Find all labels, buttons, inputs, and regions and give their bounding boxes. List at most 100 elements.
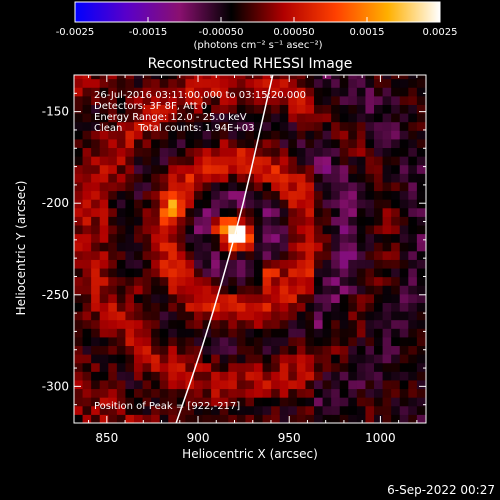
heatmap-cell [356,75,366,80]
heatmap-cell [185,397,195,407]
heatmap-cell [108,328,118,338]
heatmap-cell [408,75,418,80]
heatmap-cell [382,78,392,88]
heatmap-cell [159,414,169,423]
heatmap-cell [245,78,255,88]
heatmap-cell [228,397,238,407]
heatmap-cell [74,328,84,338]
heatmap-cell [236,104,246,114]
heatmap-cell [99,388,109,398]
heatmap-cell [331,379,341,390]
heatmap-cell [314,268,324,278]
heatmap-cell [305,285,315,295]
heatmap-cell [399,354,409,364]
heatmap-cell [305,130,315,140]
heatmap-cell [125,147,135,157]
heatmap-cell [108,121,118,131]
heatmap-cell [159,250,169,260]
heatmap-cell [314,130,324,140]
heatmap-cell [254,319,264,329]
heatmap-cell [228,405,238,415]
heatmap-cell [168,75,178,80]
heatmap-cell [356,233,366,243]
heatmap-cell [356,138,366,149]
heatmap-cell [408,405,418,415]
heatmap-cell [142,293,152,303]
heatmap-cell [382,319,392,329]
heatmap-cell [365,164,375,174]
heatmap-cell [331,311,341,321]
heatmap-cell [288,388,298,398]
heatmap-cell [91,104,101,114]
heatmap-cell [134,147,144,157]
heatmap-cell [194,113,204,123]
heatmap-cell [356,207,366,217]
heatmap-cell [74,104,84,114]
heatmap-cell [314,397,324,407]
heatmap-cell [211,379,221,390]
heatmap-cell [314,293,324,303]
heatmap-cell [408,113,418,123]
heatmap-cell [254,173,264,183]
heatmap-cell [176,302,186,312]
heatmap-cell [399,397,409,407]
heatmap-cell [99,259,109,269]
heatmap-cell [82,319,92,329]
heatmap-cell [82,78,92,88]
heatmap-cell [322,173,332,183]
heatmap-cell [382,130,392,140]
heatmap-cell [202,78,212,88]
colorbar-ticks: -0.0025 -0.0015 -0.00050 0.00050 0.0015 0.002… [56,17,458,38]
heatmap-cell [348,104,358,114]
heatmap-cell [262,75,272,80]
heatmap-cell [142,242,152,252]
heatmap-cell [348,397,358,407]
heatmap-cell [176,199,186,209]
heatmap-cell [108,164,118,174]
heatmap-cell [151,78,161,88]
heatmap-cell [391,190,401,200]
heatmap-cell [331,95,341,105]
heatmap-cell [339,199,349,209]
y-tick-label: -200 [42,196,69,210]
heatmap-cell [408,95,418,105]
heatmap-cell [408,259,418,269]
heatmap-cell [185,285,195,295]
heatmap-cell [271,276,281,286]
colorbar-tick-label: 0.00050 [273,27,314,38]
heatmap-cell [399,173,409,183]
heatmap-cell [331,190,341,200]
heatmap-cell [168,388,178,398]
heatmap-cell [408,233,418,243]
heatmap-cell [82,354,92,364]
heatmap-cell [99,121,109,131]
heatmap-cell [339,190,349,200]
heatmap-cell [99,302,109,312]
heatmap-cell [211,199,221,209]
heatmap-cell [254,276,264,286]
heatmap-cell [82,379,92,390]
heatmap-cell [108,336,118,347]
heatmap-cell [399,405,409,415]
heatmap-cell [194,138,204,149]
heatmap-cell [236,259,246,269]
heatmap-cell [194,173,204,183]
heatmap-cell [151,104,161,114]
heatmap-cell [116,259,126,269]
heatmap-cell [194,104,204,114]
heatmap-cell [408,354,418,364]
heatmap-cell [279,336,289,347]
heatmap-cell [365,319,375,329]
heatmap-cell [322,242,332,252]
heatmap-cell [296,87,306,97]
heatmap-cell [305,75,315,80]
heatmap-cell [176,328,186,338]
heatmap-cell [262,379,272,390]
heatmap-cell [134,405,144,415]
heatmap-cell [245,147,255,157]
x-axis-label: Heliocentric X (arcsec) [182,447,318,461]
heatmap-cell [176,233,186,243]
heatmap-cell [211,336,221,347]
heatmap-cell [322,302,332,312]
heatmap-cell [134,173,144,183]
